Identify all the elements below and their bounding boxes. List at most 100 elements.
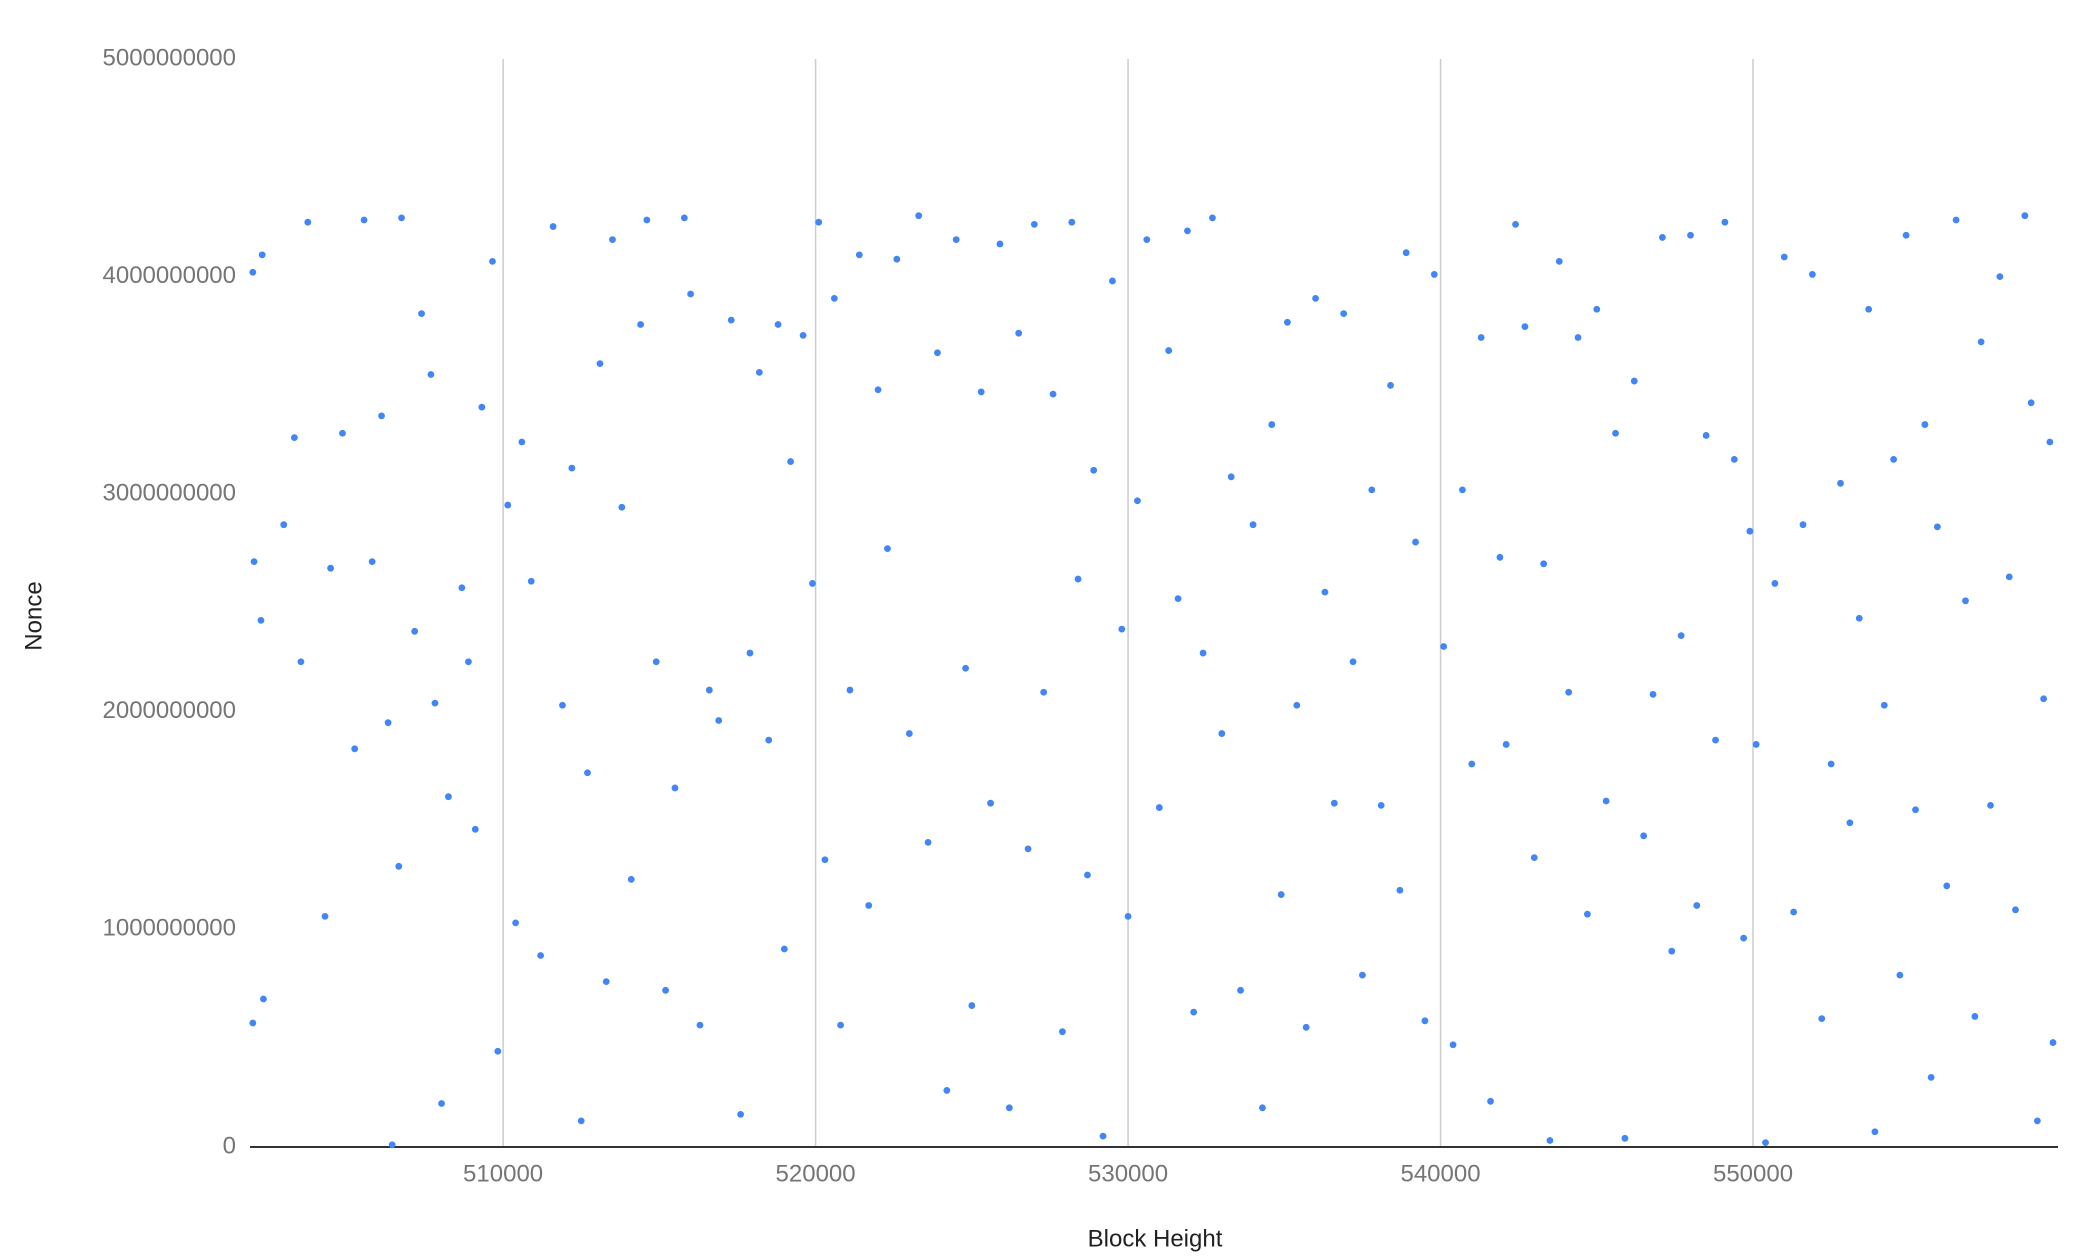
x-tick-label: 530000 xyxy=(1088,1160,1168,1187)
point xyxy=(915,212,923,220)
point xyxy=(1449,1041,1457,1049)
y-tick-label: 5000000000 xyxy=(103,44,236,71)
point xyxy=(1546,1137,1554,1144)
point xyxy=(1593,305,1601,313)
point xyxy=(1740,934,1748,942)
point xyxy=(1074,575,1082,583)
point xyxy=(465,658,472,666)
point xyxy=(671,784,679,792)
point xyxy=(2049,1039,2057,1046)
point xyxy=(2005,573,2013,581)
point xyxy=(637,321,644,328)
point xyxy=(1780,253,1788,261)
point xyxy=(1143,236,1151,244)
point xyxy=(952,236,960,244)
point xyxy=(755,368,763,376)
point xyxy=(1030,220,1038,228)
point xyxy=(249,1019,257,1027)
point xyxy=(1502,741,1510,748)
point xyxy=(1871,1128,1879,1136)
point xyxy=(577,1117,585,1125)
point xyxy=(1293,701,1301,709)
point xyxy=(934,349,941,357)
point xyxy=(1015,329,1023,337)
point xyxy=(1359,971,1366,979)
point xyxy=(478,403,486,411)
x-tick-label: 510000 xyxy=(463,1160,543,1187)
point xyxy=(568,464,576,472)
point xyxy=(1477,334,1485,341)
point xyxy=(1602,797,1610,805)
point xyxy=(1818,1015,1826,1023)
point xyxy=(321,912,329,920)
point xyxy=(1321,588,1329,596)
point xyxy=(2040,695,2048,703)
point xyxy=(1649,690,1657,698)
point xyxy=(1024,845,1032,853)
point xyxy=(924,838,932,846)
point xyxy=(962,664,969,672)
point xyxy=(1118,625,1126,633)
point xyxy=(809,580,816,587)
x-tick-label: 520000 xyxy=(776,1160,856,1187)
point xyxy=(1512,220,1519,228)
point xyxy=(893,255,901,263)
point xyxy=(1855,614,1863,622)
point xyxy=(996,240,1004,248)
point xyxy=(1134,497,1141,505)
point xyxy=(304,218,312,226)
point xyxy=(1952,216,1960,224)
y-tick-label: 0 xyxy=(223,1132,236,1159)
point xyxy=(504,501,512,509)
point xyxy=(378,412,385,420)
point xyxy=(680,214,688,222)
point xyxy=(1209,214,1216,222)
point xyxy=(1387,382,1394,389)
point xyxy=(1555,257,1563,265)
point xyxy=(609,236,616,244)
point xyxy=(1184,227,1191,235)
point xyxy=(746,649,754,657)
point xyxy=(351,745,359,753)
point xyxy=(1530,854,1538,861)
point xyxy=(830,294,838,302)
point xyxy=(780,945,788,953)
point xyxy=(846,686,854,694)
point xyxy=(1109,277,1116,285)
point xyxy=(1933,523,1941,531)
point xyxy=(1977,338,1985,346)
point xyxy=(388,1141,396,1149)
y-tick-label: 2000000000 xyxy=(103,697,236,724)
point xyxy=(1190,1008,1198,1016)
point xyxy=(987,799,994,807)
point xyxy=(1659,234,1666,241)
point xyxy=(774,321,782,328)
point xyxy=(1496,553,1504,561)
point xyxy=(1005,1104,1013,1112)
point xyxy=(537,952,545,959)
point xyxy=(411,627,419,635)
point xyxy=(1730,455,1738,463)
point xyxy=(1227,473,1235,481)
point xyxy=(1902,231,1910,239)
point xyxy=(905,730,913,737)
point xyxy=(257,617,265,624)
point xyxy=(260,995,267,1003)
point xyxy=(339,429,346,437)
point xyxy=(471,825,479,833)
point xyxy=(1677,632,1685,640)
point xyxy=(1340,310,1348,317)
point xyxy=(494,1047,502,1055)
point xyxy=(1468,760,1476,768)
point xyxy=(1746,527,1754,535)
point xyxy=(290,434,298,442)
point xyxy=(2021,212,2029,220)
point xyxy=(1890,455,1898,463)
point xyxy=(1702,432,1710,439)
point xyxy=(1880,701,1888,709)
point xyxy=(1259,1104,1266,1112)
point xyxy=(865,902,873,909)
point xyxy=(696,1021,704,1029)
point xyxy=(1059,1028,1066,1036)
